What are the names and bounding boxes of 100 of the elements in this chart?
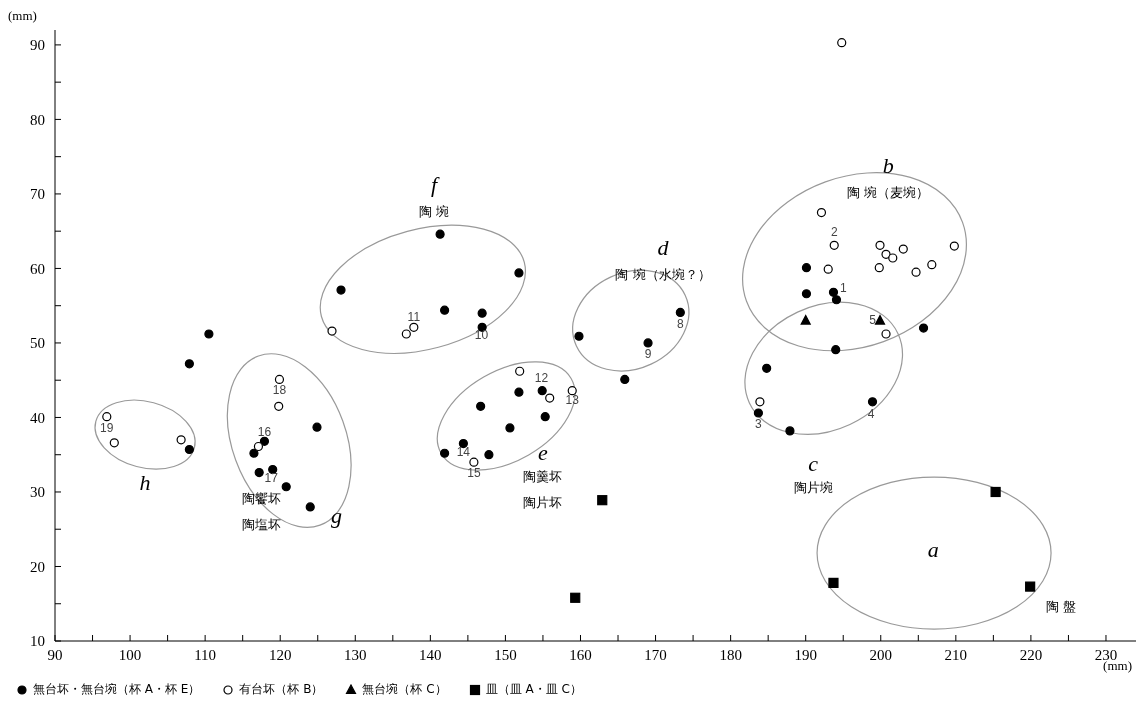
- point: [253, 441, 264, 452]
- annotation: 1: [839, 280, 847, 295]
- x-tick-label: 110: [194, 646, 217, 663]
- x-tick-label: 120: [268, 646, 292, 663]
- point: [620, 374, 630, 385]
- y-tick-label: 90: [30, 37, 45, 54]
- point: [545, 393, 555, 403]
- point: [949, 241, 959, 251]
- point: [259, 436, 270, 446]
- annotation: 16: [257, 425, 272, 440]
- point: [254, 468, 264, 478]
- x-tick-label: 150: [494, 646, 517, 663]
- point: [281, 482, 291, 492]
- annotation: e: [538, 439, 549, 465]
- point: [874, 263, 884, 273]
- annotation: 2: [830, 224, 838, 239]
- x-tick-label: 130: [344, 646, 367, 663]
- point: [336, 285, 346, 295]
- point: [477, 308, 487, 318]
- y-tick-label: 20: [30, 558, 45, 575]
- point: [540, 412, 550, 422]
- y-tick-label: 70: [30, 186, 45, 203]
- x-tick-label: 100: [118, 646, 142, 663]
- annotation: 陶片埦: [793, 479, 833, 495]
- point: [515, 366, 525, 376]
- point: [484, 450, 494, 460]
- annotation: 11: [407, 309, 421, 324]
- point: [801, 289, 812, 299]
- x-tick-label: 200: [869, 646, 893, 663]
- point: [305, 502, 315, 512]
- point: [574, 331, 584, 341]
- annotation: 18: [272, 382, 287, 397]
- point: [911, 267, 921, 277]
- point: [918, 323, 929, 333]
- point: [829, 240, 839, 250]
- annotation: 10: [474, 328, 489, 343]
- annotation: 3: [755, 417, 763, 432]
- point: [801, 263, 812, 273]
- point: [102, 412, 112, 422]
- point: [831, 295, 842, 305]
- annotation: c: [808, 450, 819, 476]
- x-tick-label: 170: [644, 646, 667, 663]
- point: [927, 260, 937, 270]
- annotation: 5: [869, 312, 877, 327]
- point: [249, 448, 259, 458]
- annotation: h: [139, 469, 151, 495]
- annotation: d: [657, 234, 670, 260]
- point: [875, 240, 885, 250]
- annotation: 陶塩坏: [241, 517, 281, 533]
- point: [440, 305, 450, 315]
- annotation: 陶 埦（水埦？）: [615, 267, 711, 283]
- point: [990, 486, 1001, 498]
- point: [109, 438, 119, 448]
- annotation: f: [431, 171, 441, 197]
- point: [881, 249, 891, 259]
- point: [440, 448, 450, 458]
- annotation: 8: [676, 317, 684, 332]
- annotation: 陶饗坏: [241, 490, 281, 506]
- x-tick-label: 140: [419, 646, 442, 663]
- annotation: 陶 埦（麦埦）: [847, 185, 930, 201]
- point: [184, 359, 194, 369]
- point: [409, 322, 419, 332]
- point: [898, 244, 908, 254]
- point: [537, 386, 547, 396]
- x-tick-label: 180: [719, 646, 742, 663]
- point: [831, 345, 841, 355]
- x-tick-label: 160: [569, 646, 592, 663]
- point: [816, 207, 827, 218]
- annotation: 13: [565, 393, 580, 408]
- point: [643, 338, 653, 348]
- point: [312, 422, 322, 432]
- point: [514, 387, 524, 397]
- point: [785, 426, 795, 436]
- legend-label: 無台坏・無台埦（杯 A・杯 E）: [32, 681, 201, 698]
- point: [753, 408, 763, 418]
- point: [176, 435, 186, 445]
- point: [435, 229, 445, 239]
- y-tick-label: 50: [30, 335, 45, 352]
- point: [828, 577, 839, 588]
- point: [274, 374, 285, 385]
- y-tick-label: 30: [30, 484, 45, 501]
- y-tick-label: 40: [30, 409, 45, 426]
- annotation: b: [882, 152, 894, 178]
- annotation: 17: [264, 471, 279, 486]
- point: [476, 401, 486, 411]
- point: [469, 457, 479, 467]
- x-tick-label: 90: [47, 646, 63, 663]
- legend-label: 皿（皿 A・皿 C）: [484, 681, 582, 698]
- y-axis-title: (mm): [8, 8, 37, 24]
- point: [514, 268, 524, 278]
- point: [837, 38, 847, 48]
- annotation: 陶 盤: [1045, 598, 1076, 614]
- point: [204, 329, 214, 339]
- point: [597, 495, 608, 506]
- point: [1025, 581, 1036, 592]
- point: [327, 326, 337, 336]
- point: [828, 287, 839, 297]
- annotation: 陶羹坏: [523, 468, 563, 484]
- y-tick-label: 80: [30, 111, 45, 128]
- point: [505, 423, 515, 433]
